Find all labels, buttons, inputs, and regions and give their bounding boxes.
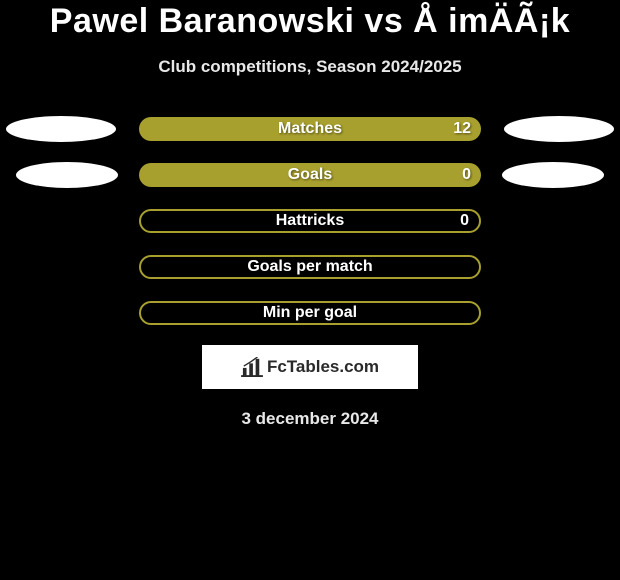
- stat-value: 0: [462, 166, 471, 184]
- stat-row-goals: Goals 0: [0, 163, 620, 187]
- logo-box[interactable]: FcTables.com: [202, 345, 418, 389]
- stat-pill-gpm: Goals per match: [139, 255, 481, 279]
- subtitle: Club competitions, Season 2024/2025: [158, 57, 461, 77]
- stat-row-matches: Matches 12: [0, 117, 620, 141]
- logo-text: FcTables.com: [267, 357, 379, 377]
- stat-value: 12: [453, 120, 471, 138]
- stat-row-hattricks: Hattricks 0: [0, 209, 620, 233]
- ellipse-right-icon: [504, 116, 614, 142]
- stat-label: Goals per match: [141, 258, 479, 276]
- stat-pill-mpg: Min per goal: [139, 301, 481, 325]
- stat-row-mpg: Min per goal: [0, 301, 620, 325]
- stat-row-gpm: Goals per match: [0, 255, 620, 279]
- stat-label: Hattricks: [141, 212, 479, 230]
- stat-pill-goals: Goals 0: [139, 163, 481, 187]
- stat-label: Matches: [139, 120, 481, 138]
- stat-label: Min per goal: [141, 304, 479, 322]
- stats-area: Matches 12 Goals 0 Hattricks 0 Goals per…: [0, 117, 620, 325]
- stat-pill-hattricks: Hattricks 0: [139, 209, 481, 233]
- ellipse-right-icon: [502, 162, 604, 188]
- bars-icon: [241, 357, 263, 377]
- ellipse-left-icon: [6, 116, 116, 142]
- stat-value: 0: [460, 212, 469, 230]
- ellipse-left-icon: [16, 162, 118, 188]
- logo-inner: FcTables.com: [241, 357, 379, 377]
- stat-pill-matches: Matches 12: [139, 117, 481, 141]
- page-title: Pawel Baranowski vs Å imÄÃ¡k: [50, 2, 570, 41]
- stat-label: Goals: [139, 166, 481, 184]
- comparison-widget: Pawel Baranowski vs Å imÄÃ¡k Club compet…: [0, 0, 620, 429]
- date-text: 3 december 2024: [241, 409, 378, 429]
